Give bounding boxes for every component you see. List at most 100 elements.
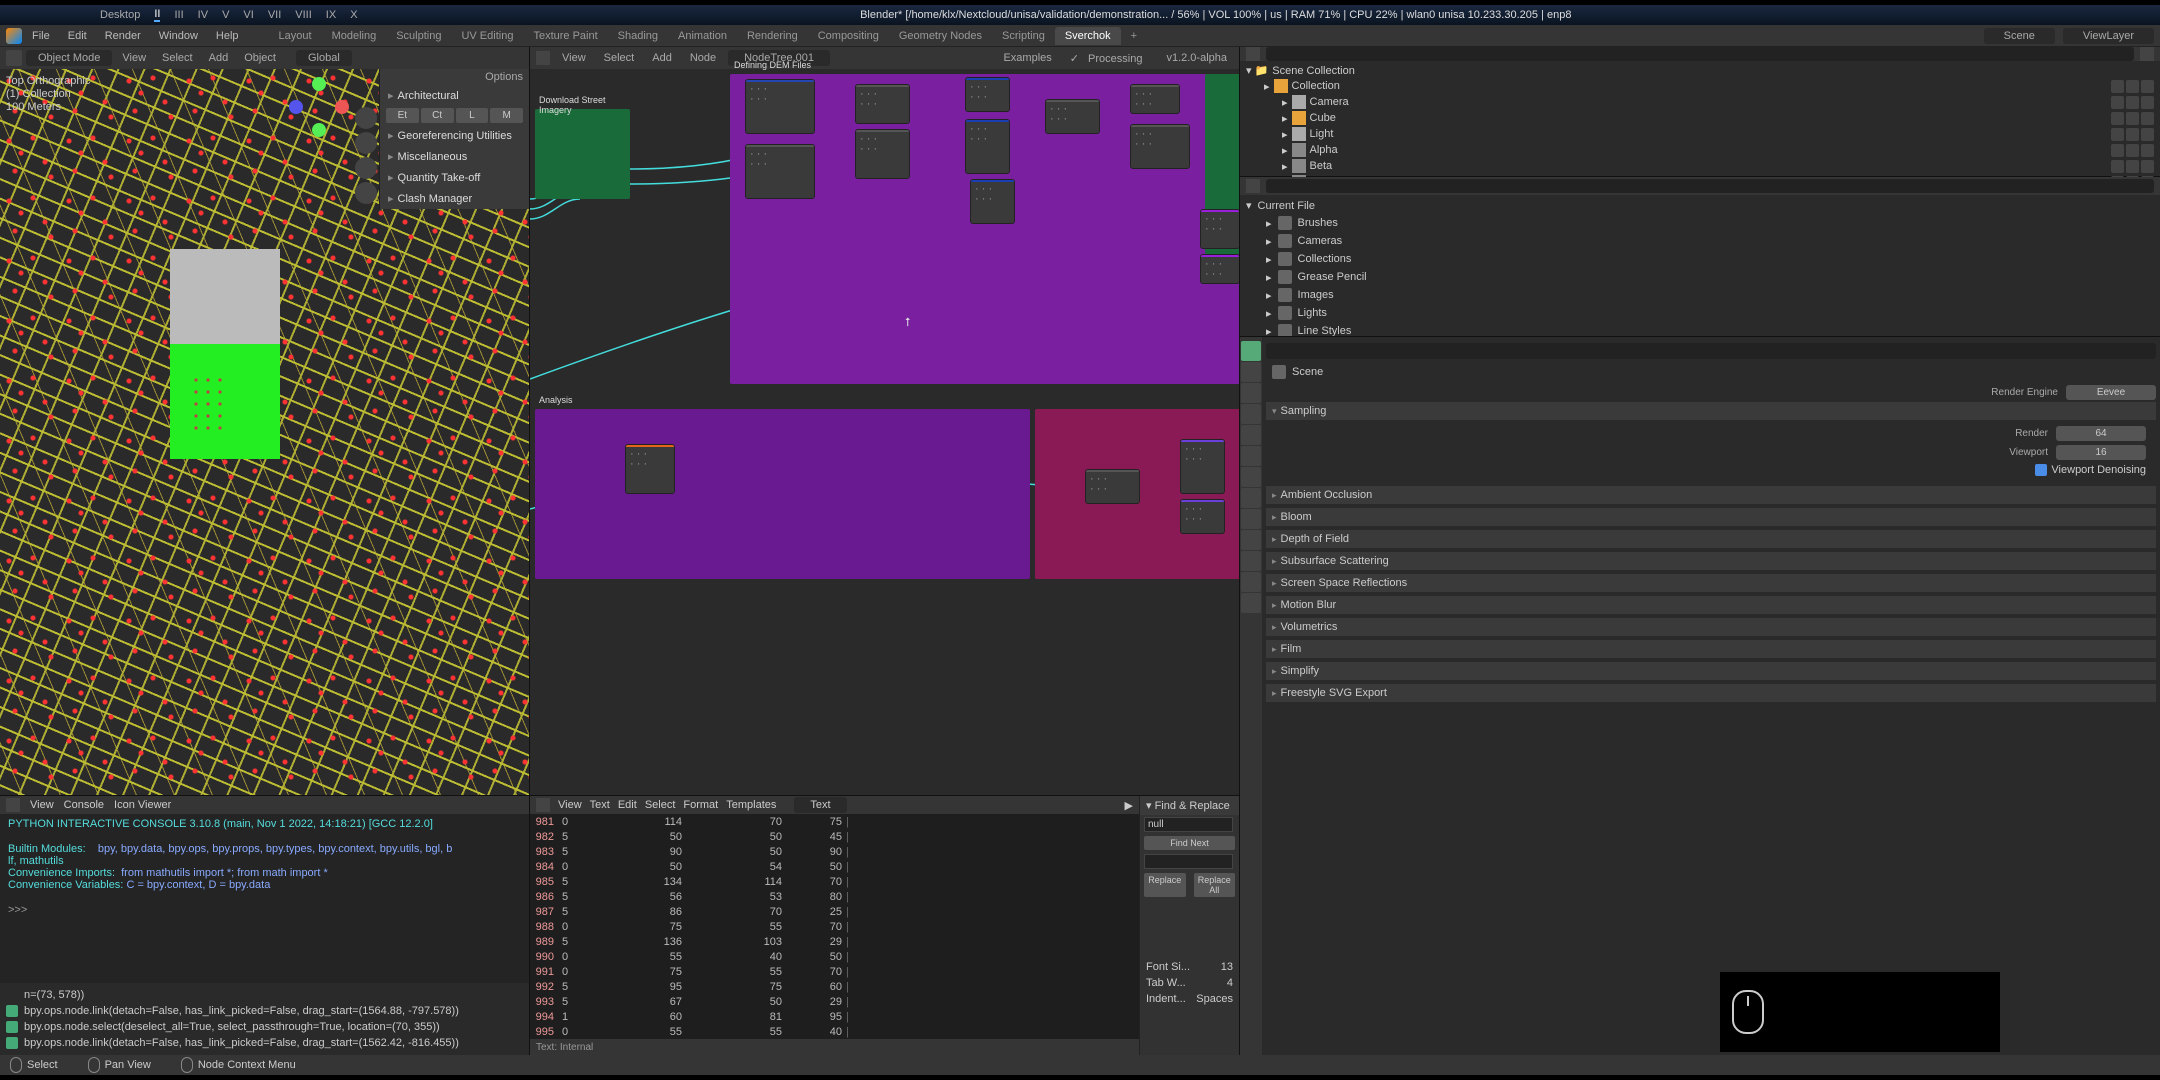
mode-selector[interactable]: Object Mode [26, 50, 112, 66]
find-next-button[interactable]: Find Next [1144, 836, 1235, 850]
outliner-item[interactable]: ▸Cube [1242, 110, 2158, 126]
orientation[interactable]: Global [296, 50, 352, 66]
workspace-6[interactable]: VI [243, 9, 253, 21]
menu-help[interactable]: Help [208, 28, 247, 44]
object-tab-icon[interactable] [1241, 446, 1261, 466]
sverchok-node[interactable]: · · ·· · · [965, 119, 1010, 174]
te-menu-templates[interactable]: Templates [726, 799, 776, 811]
ne-menu-add[interactable]: Add [646, 50, 678, 66]
world-tab-icon[interactable] [1241, 425, 1261, 445]
filebrowser-item[interactable]: ▸Line Styles [1242, 322, 2158, 336]
sverchok-node[interactable]: · · ·· · · [1200, 254, 1239, 284]
sverchok-node[interactable]: · · ·· · · [1130, 84, 1180, 114]
workspace-8[interactable]: VIII [295, 9, 312, 21]
tab-shading[interactable]: Shading [608, 27, 668, 45]
physics-tab-icon[interactable] [1241, 509, 1261, 529]
te-menu-text[interactable]: Text [590, 799, 610, 811]
render-engine-dropdown[interactable]: Eevee [2066, 385, 2156, 400]
filebrowser-tree[interactable]: ▾Current File ▸Brushes▸Cameras▸Collectio… [1240, 195, 2160, 336]
viewport-denoise-checkbox[interactable]: Viewport Denoising [2035, 464, 2146, 476]
node-editor[interactable]: View Select Add Node NodeTree.001 Exampl… [530, 47, 1239, 795]
workspace-x[interactable]: X [350, 9, 357, 21]
replace-button[interactable]: Replace [1144, 873, 1186, 897]
property-panel-header[interactable]: Motion Blur [1266, 596, 2156, 614]
console-editor-icon[interactable] [6, 798, 20, 812]
sverchok-node[interactable]: · · ·· · · [1045, 99, 1100, 134]
sverchok-node[interactable]: · · ·· · · [625, 444, 675, 494]
outliner-item[interactable]: ▸Collection [1242, 78, 2158, 94]
find-input[interactable] [1144, 817, 1233, 832]
camera-icon[interactable] [355, 157, 377, 179]
options-dropdown[interactable]: Options [380, 69, 529, 85]
tab-scripting[interactable]: Scripting [992, 27, 1055, 45]
text-editor-icon[interactable] [536, 798, 550, 812]
tab-layout[interactable]: Layout [269, 27, 322, 45]
property-panel-header[interactable]: Simplify [1266, 662, 2156, 680]
outliner-icon[interactable] [1246, 47, 1260, 61]
sverchok-node[interactable]: · · ·· · · [1200, 209, 1239, 249]
npanel-btn-et[interactable]: Et [386, 108, 419, 123]
npanel-btn-m[interactable]: M [490, 108, 523, 123]
outliner-item[interactable]: ▸Alpha [1242, 142, 2158, 158]
ne-menu-select[interactable]: Select [598, 50, 641, 66]
ne-menu-node[interactable]: Node [684, 50, 722, 66]
node-frame[interactable]: Download Street Imagery [535, 109, 630, 199]
sverchok-node[interactable]: · · ·· · · [1130, 124, 1190, 169]
filebrowser-item[interactable]: ▸Lights [1242, 304, 2158, 322]
viewlayer-selector[interactable]: ViewLayer [2063, 28, 2154, 44]
npanel-georef[interactable]: Georeferencing Utilities [380, 125, 529, 146]
property-panel-header[interactable]: Ambient Occlusion [1266, 486, 2156, 504]
editor-type-icon[interactable] [6, 50, 22, 66]
outliner-item[interactable]: ▸Beta [1242, 158, 2158, 174]
menu-render[interactable]: Render [97, 28, 149, 44]
data-tab-icon[interactable] [1241, 551, 1261, 571]
filebrowser-item[interactable]: ▸Cameras [1242, 232, 2158, 250]
property-panel-header[interactable]: Bloom [1266, 508, 2156, 526]
sverchok-node[interactable]: · · ·· · · [970, 179, 1015, 224]
property-panel-header[interactable]: Subsurface Scattering [1266, 552, 2156, 570]
tab-sculpting[interactable]: Sculpting [386, 27, 451, 45]
sampling-panel[interactable]: Sampling [1266, 402, 2156, 420]
tab-texture[interactable]: Texture Paint [523, 27, 607, 45]
find-replace-header[interactable]: ▾ Find & Replace [1140, 796, 1239, 815]
replace-all-button[interactable]: Replace All [1194, 873, 1236, 897]
node-canvas[interactable]: Download Street ImageryDefining DEM File… [530, 69, 1239, 795]
npanel-btn-ct[interactable]: Ct [421, 108, 454, 123]
workspace-7[interactable]: VII [268, 9, 281, 21]
outliner-search[interactable] [1266, 47, 2134, 61]
filebrowser-item[interactable]: ▸Images [1242, 286, 2158, 304]
move-icon[interactable] [355, 132, 377, 154]
npanel-misc[interactable]: Miscellaneous [380, 146, 529, 167]
tab-modeling[interactable]: Modeling [322, 27, 387, 45]
tab-rendering[interactable]: Rendering [737, 27, 808, 45]
replace-input[interactable] [1144, 854, 1233, 869]
vp-menu-view[interactable]: View [116, 50, 152, 66]
menu-file[interactable]: File [24, 28, 58, 44]
menu-window[interactable]: Window [151, 28, 206, 44]
nav-gizmo[interactable] [289, 77, 349, 137]
workspace-2[interactable]: II [154, 8, 160, 22]
perspective-icon[interactable] [355, 182, 377, 204]
sverchok-node[interactable]: · · ·· · · [1180, 499, 1225, 534]
npanel-architectural[interactable]: Architectural [380, 85, 529, 106]
sverchok-node[interactable]: · · ·· · · [965, 77, 1010, 112]
filebrowser-item[interactable]: ▸Collections [1242, 250, 2158, 268]
menu-edit[interactable]: Edit [60, 28, 95, 44]
console-menu-iconviewer[interactable]: Icon Viewer [114, 799, 171, 811]
property-panel-header[interactable]: Screen Space Reflections [1266, 574, 2156, 592]
npanel-clash[interactable]: Clash Manager [380, 188, 529, 209]
constraint-tab-icon[interactable] [1241, 530, 1261, 550]
workspace-9[interactable]: IX [326, 9, 336, 21]
tab-sverchok[interactable]: Sverchok [1055, 27, 1121, 45]
node-frame[interactable]: Analysis [535, 409, 1030, 579]
property-panel-header[interactable]: Film [1266, 640, 2156, 658]
texture-tab-icon[interactable] [1241, 593, 1261, 613]
viewlayer-tab-icon[interactable] [1241, 383, 1261, 403]
tab-compositing[interactable]: Compositing [808, 27, 889, 45]
sverchok-node[interactable]: · · ·· · · [745, 79, 815, 134]
filter-icon[interactable] [2140, 47, 2154, 61]
npanel-qty[interactable]: Quantity Take-off [380, 167, 529, 188]
te-menu-view[interactable]: View [558, 799, 582, 811]
text-name[interactable]: Text [794, 797, 846, 813]
sverchok-node[interactable]: · · ·· · · [745, 144, 815, 199]
